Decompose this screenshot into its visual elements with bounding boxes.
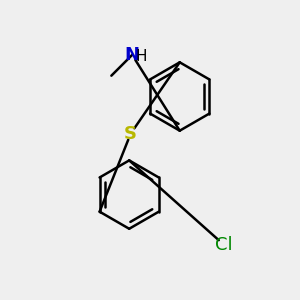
Text: Cl: Cl	[215, 236, 233, 254]
Text: N: N	[125, 46, 140, 64]
Text: H: H	[135, 49, 147, 64]
Text: S: S	[124, 125, 137, 143]
